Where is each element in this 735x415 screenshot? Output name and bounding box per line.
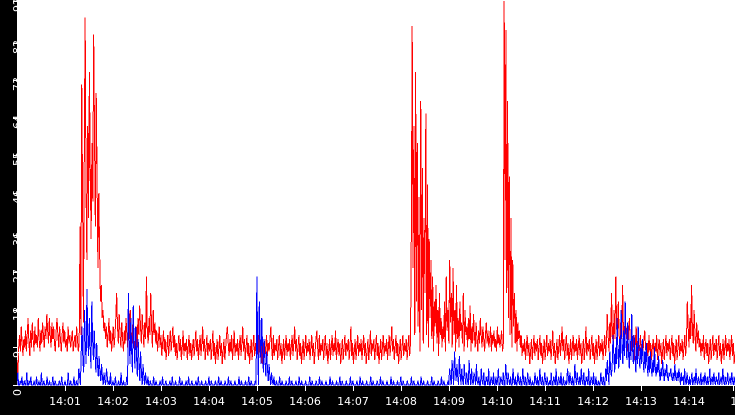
y-tick-label: 92: [11, 0, 24, 12]
x-tick-label: 14:02: [97, 395, 129, 408]
y-tick-mark: [13, 347, 17, 348]
x-tick-label: 14:14: [673, 395, 705, 408]
x-tick-mark: [305, 386, 306, 391]
series-blue-polyline: [17, 276, 735, 386]
y-tick-label: 18: [11, 307, 24, 321]
x-tick-label: 14:13: [625, 395, 657, 408]
x-tick-label: 14:11: [529, 395, 561, 408]
x-tick-mark: [689, 386, 690, 391]
y-tick-label: 27: [11, 269, 24, 283]
y-tick-label: 82: [11, 40, 24, 54]
y-tick-label: 9: [11, 351, 24, 358]
series-blue-line: [17, 276, 735, 386]
y-tick-label: 73: [11, 77, 24, 91]
x-tick-label: 14:08: [385, 395, 417, 408]
x-tick-label: 14: [730, 395, 735, 408]
series-red-line: [17, 0, 735, 377]
x-tick-label: 14:05: [241, 395, 273, 408]
plot-canvas: [17, 0, 735, 386]
y-tick-mark: [13, 118, 17, 119]
x-tick-label: 14:10: [481, 395, 513, 408]
x-tick-mark: [733, 386, 734, 391]
x-tick-mark: [65, 386, 66, 391]
y-tick-label: 36: [11, 232, 24, 246]
x-tick-label: 14:07: [337, 395, 369, 408]
y-tick-mark: [13, 193, 17, 194]
y-tick-mark: [13, 43, 17, 44]
x-tick-mark: [401, 386, 402, 391]
y-tick-mark: [13, 1, 17, 2]
x-tick-label: 14:04: [193, 395, 225, 408]
y-tick-mark: [13, 272, 17, 273]
x-tick-mark: [449, 386, 450, 391]
y-tick-mark: [13, 155, 17, 156]
y-tick-mark: [13, 310, 17, 311]
x-tick-mark: [641, 386, 642, 391]
x-tick-mark: [113, 386, 114, 391]
y-tick-mark: [13, 235, 17, 236]
y-tick-mark: [13, 80, 17, 81]
series-red-polyline: [17, 0, 735, 377]
x-tick-mark: [545, 386, 546, 391]
x-tick-label: 14:12: [577, 395, 609, 408]
x-axis-gutter: [0, 386, 735, 415]
x-tick-label: 14:01: [49, 395, 81, 408]
y-tick-label: 55: [11, 152, 24, 166]
x-tick-mark: [209, 386, 210, 391]
y-tick-mark: [13, 385, 17, 386]
y-tick-label: 64: [11, 115, 24, 129]
y-tick-label: 0: [11, 389, 24, 396]
x-tick-mark: [161, 386, 162, 391]
x-tick-label: 14:03: [145, 395, 177, 408]
x-tick-mark: [257, 386, 258, 391]
x-tick-label: 14:06: [289, 395, 321, 408]
x-tick-mark: [593, 386, 594, 391]
y-axis-gutter: [0, 0, 17, 386]
y-tick-label: 46: [11, 190, 24, 204]
x-tick-mark: [353, 386, 354, 391]
x-tick-mark: [497, 386, 498, 391]
plot-area: [17, 0, 735, 386]
x-tick-label: 14:09: [433, 395, 465, 408]
